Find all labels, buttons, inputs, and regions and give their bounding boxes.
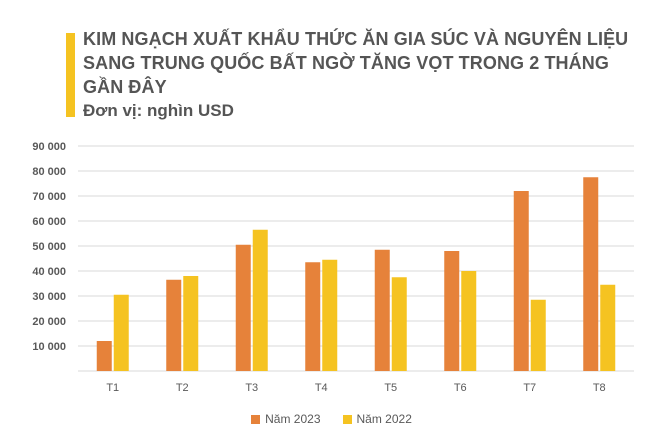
bar-năm-2022-t1 [113,294,129,371]
bar-năm-2022-t4 [322,259,338,371]
legend-label-2022: Năm 2022 [356,412,412,426]
y-tick-label: 70 000 [32,191,66,203]
y-tick-label: 10 000 [32,341,66,353]
bar-năm-2023-t2 [166,279,182,371]
title-accent-bar [66,33,75,117]
bar-năm-2022-t5 [391,277,407,371]
bar-năm-2023-t1 [96,341,112,371]
x-tick-label: T8 [593,382,606,394]
bar-năm-2022-t8 [600,284,616,371]
y-tick-label: 30 000 [32,291,66,303]
y-tick-label: 60 000 [32,216,66,228]
y-tick-label: 50 000 [32,241,66,253]
bar-năm-2022-t2 [183,276,199,371]
y-tick-label: 40 000 [32,266,66,278]
x-tick-label: T6 [454,382,467,394]
bar-năm-2022-t6 [461,271,477,371]
bar-năm-2022-t7 [530,299,546,371]
x-tick-label: T3 [245,382,258,394]
unit-label: Đơn vị: nghìn USD [83,101,234,120]
x-tick-label: T5 [384,382,397,394]
bar-năm-2023-t4 [305,262,321,371]
bar-năm-2022-t3 [252,229,268,371]
legend-label-2023: Năm 2023 [265,412,321,426]
legend-item-2022: Năm 2022 [342,412,412,426]
chart-title: KIM NGẠCH XUẤT KHẨU THỨC ĂN GIA SÚC VÀ N… [83,29,629,97]
legend-swatch-2023 [251,414,261,424]
bar-năm-2023-t6 [444,251,460,371]
y-tick-label: 90 000 [32,141,66,153]
y-tick-label: 80 000 [32,166,66,178]
legend-item-2023: Năm 2023 [251,412,321,426]
legend-swatch-2022 [342,414,352,424]
bar-năm-2023-t8 [583,177,599,371]
bar-năm-2023-t5 [374,249,390,371]
x-tick-label: T1 [106,382,119,394]
bar-năm-2023-t3 [235,244,251,371]
x-tick-label: T7 [523,382,536,394]
x-tick-label: T2 [176,382,189,394]
legend: Năm 2023 Năm 2022 [0,412,663,426]
x-tick-label: T4 [315,382,328,394]
y-tick-label: 20 000 [32,316,66,328]
bar-năm-2023-t7 [513,191,529,371]
